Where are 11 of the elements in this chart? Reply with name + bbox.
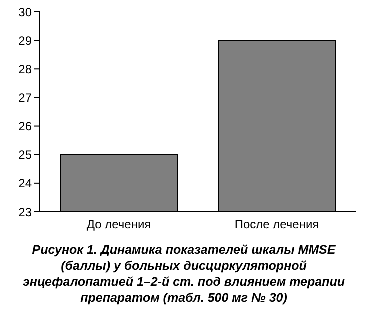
x-tick-label: До лечения <box>86 218 152 232</box>
y-tick-label: 23 <box>18 205 32 220</box>
y-tick-label: 29 <box>18 34 32 48</box>
y-tick-label: 25 <box>18 148 32 162</box>
y-tick-label: 27 <box>18 90 32 105</box>
y-tick-label: 28 <box>18 62 32 76</box>
y-tick-label: 24 <box>18 176 32 191</box>
text: Рисунок 1. Динамика показателей шкалы MMSE (баллы) у больных дисциркуляторной энцефалопатией 1–2-й ст. под влиянием терапии препаратом (табл. 500 мг № 30) <box>22 242 346 306</box>
y-tick-label: 26 <box>18 120 32 134</box>
x-tick-label: После лечения <box>234 218 320 232</box>
y-tick-label: 30 <box>18 5 32 20</box>
